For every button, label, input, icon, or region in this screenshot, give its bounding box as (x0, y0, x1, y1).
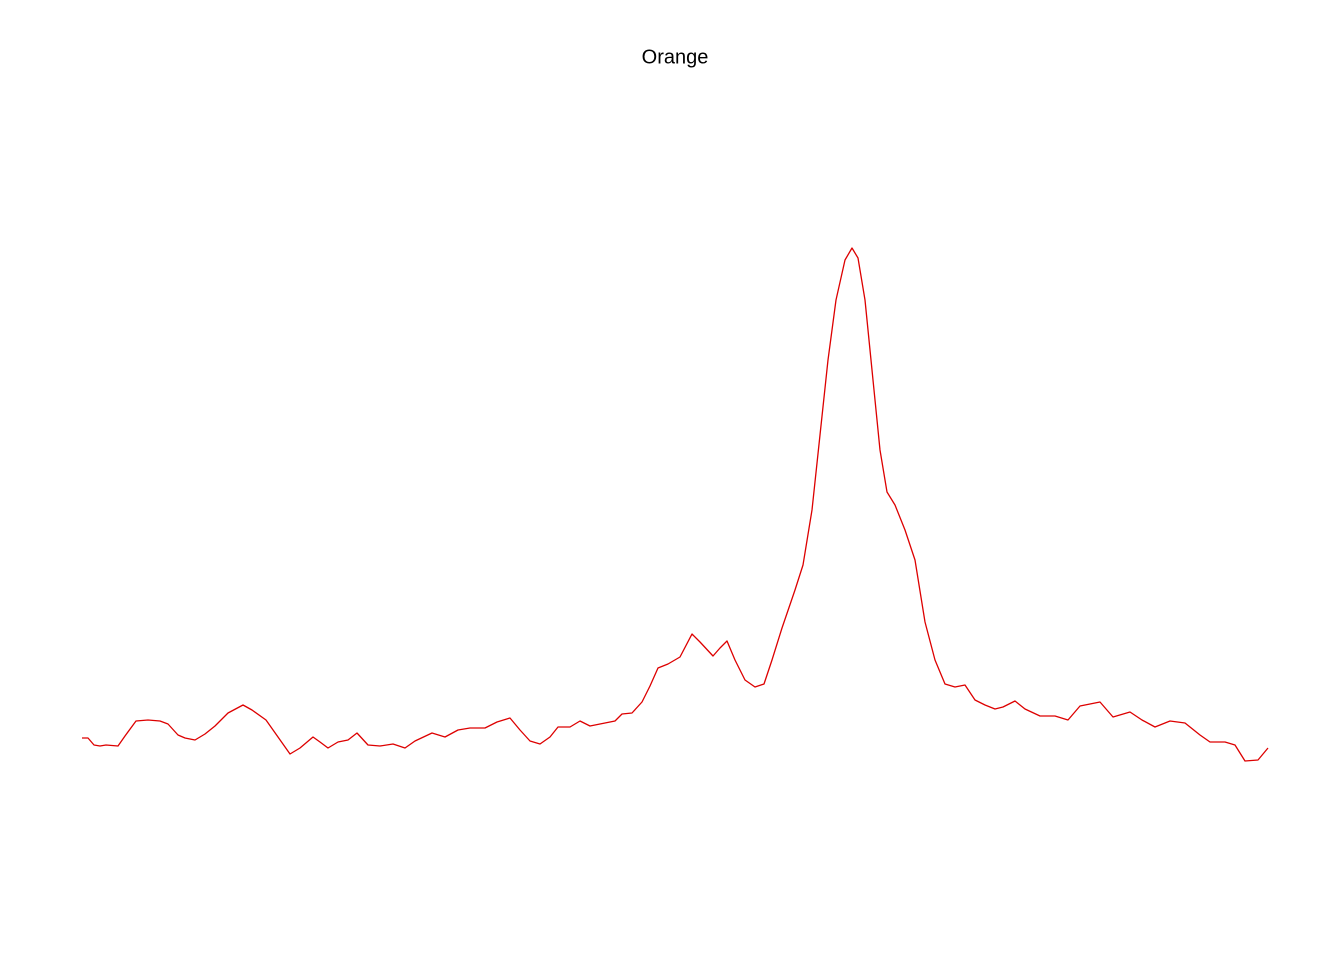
chart-title: Orange (642, 46, 709, 68)
data-line (82, 247, 1269, 762)
